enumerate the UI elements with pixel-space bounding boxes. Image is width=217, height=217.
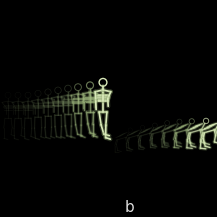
Text: b: b — [124, 200, 134, 215]
